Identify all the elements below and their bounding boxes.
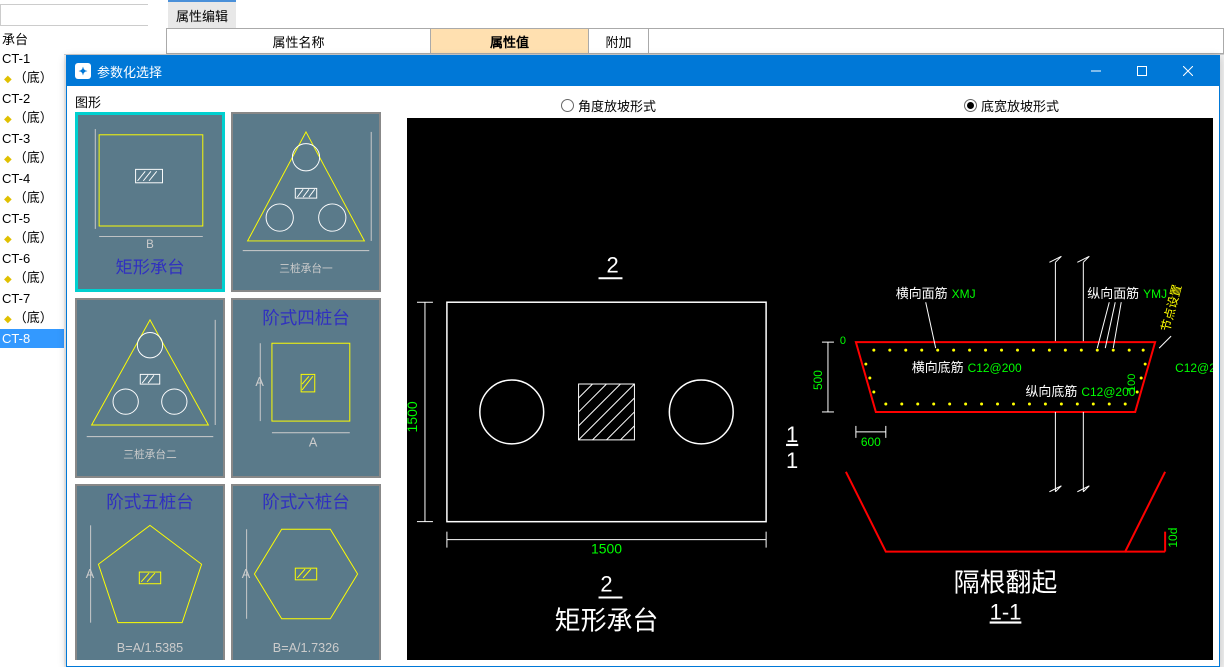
- preview-options: 角度放坡形式 底宽放坡形式: [407, 92, 1213, 118]
- svg-text:横向面筋: 横向面筋: [896, 286, 948, 301]
- svg-text:2: 2: [607, 252, 619, 277]
- svg-text:C12@200: C12@200: [968, 361, 1022, 375]
- svg-text:阶式四桩台: 阶式四桩台: [262, 308, 350, 328]
- svg-text:三桩承台二: 三桩承台二: [123, 448, 177, 461]
- tree-item[interactable]: （底）: [0, 308, 64, 329]
- tree-item[interactable]: CT-1: [0, 49, 64, 68]
- dialog-title: 参数化选择: [97, 62, 1073, 81]
- svg-text:A: A: [86, 567, 95, 581]
- svg-text:B=A/1.5385: B=A/1.5385: [117, 641, 183, 655]
- radio-label: 底宽放坡形式: [981, 96, 1059, 115]
- radio-bottom-width-slope[interactable]: 底宽放坡形式: [964, 96, 1059, 115]
- shape-thumbnail[interactable]: 阶式六桩台 A B=A/1.7326: [231, 484, 381, 660]
- app-icon: ✦: [75, 63, 91, 79]
- svg-text:隔根翻起: 隔根翻起: [954, 568, 1058, 597]
- tree-item[interactable]: （底）: [0, 108, 64, 129]
- svg-text:纵向面筋: 纵向面筋: [1087, 286, 1139, 301]
- radio-label: 角度放坡形式: [578, 96, 656, 115]
- tree-item[interactable]: CT-8: [0, 329, 64, 348]
- title-bar: ✦ 参数化选择: [67, 56, 1219, 86]
- shape-thumbnail[interactable]: 三桩承台一: [231, 112, 381, 292]
- svg-text:10d: 10d: [1166, 528, 1180, 548]
- svg-text:A: A: [255, 375, 264, 389]
- property-header: 属性名称 属性值 附加: [166, 28, 1224, 54]
- svg-text:500: 500: [811, 370, 825, 390]
- tree-item[interactable]: （底）: [0, 68, 64, 89]
- close-button[interactable]: [1165, 56, 1211, 86]
- svg-text:阶式五桩台: 阶式五桩台: [106, 492, 194, 512]
- svg-text:XMJ: XMJ: [952, 287, 976, 301]
- svg-text:1: 1: [786, 448, 798, 473]
- radio-angle-slope[interactable]: 角度放坡形式: [561, 96, 656, 115]
- svg-text:A: A: [309, 435, 318, 449]
- cad-preview: 2 1500 1500 1: [407, 118, 1213, 660]
- panel-label: 图形: [75, 92, 101, 111]
- svg-text:矩形承台: 矩形承台: [115, 257, 184, 277]
- thumbnails-panel: B矩形承台三桩承台一三桩承台二阶式四桩台AA阶式五桩台AB=A/1.5385阶式…: [75, 112, 401, 660]
- svg-text:600: 600: [861, 435, 881, 449]
- svg-text:B=A/1.7326: B=A/1.7326: [273, 641, 339, 655]
- tree-item[interactable]: CT-4: [0, 169, 64, 188]
- tree-item[interactable]: （底）: [0, 228, 64, 249]
- svg-text:横向底筋: 横向底筋: [912, 360, 964, 375]
- tree-item[interactable]: （底）: [0, 188, 64, 209]
- svg-text:1: 1: [786, 422, 798, 447]
- tree-item[interactable]: CT-5: [0, 209, 64, 228]
- tree-root[interactable]: 承台: [0, 30, 64, 49]
- shape-thumbnail[interactable]: 阶式五桩台 A B=A/1.5385: [75, 484, 225, 660]
- col-name: 属性名称: [167, 29, 431, 53]
- svg-text:三桩承台一: 三桩承台一: [279, 262, 333, 275]
- svg-text:1-1: 1-1: [990, 599, 1022, 624]
- shape-thumbnail[interactable]: 三桩承台二: [75, 298, 225, 478]
- svg-text:纵向底筋: 纵向底筋: [1025, 384, 1077, 399]
- svg-text:C12@200: C12@200: [1175, 361, 1213, 375]
- svg-text:2: 2: [600, 571, 612, 596]
- minimize-button[interactable]: [1073, 56, 1119, 86]
- shape-thumbnail[interactable]: 阶式四桩台 A A: [231, 298, 381, 478]
- svg-text:0: 0: [840, 335, 846, 347]
- svg-text:1500: 1500: [407, 401, 420, 432]
- tree-panel: 承台 CT-1（底）CT-2（底）CT-3（底）CT-4（底）CT-5（底）CT…: [0, 30, 64, 667]
- tree-item[interactable]: （底）: [0, 148, 64, 169]
- svg-text:B: B: [146, 239, 154, 251]
- svg-text:YMJ: YMJ: [1143, 287, 1167, 301]
- shape-thumbnail[interactable]: B 矩形承台: [75, 112, 225, 292]
- tree-item[interactable]: （底）: [0, 268, 64, 289]
- col-value: 属性值: [431, 29, 589, 53]
- tree-item[interactable]: CT-6: [0, 249, 64, 268]
- svg-text:A: A: [242, 567, 251, 581]
- svg-text:矩形承台: 矩形承台: [555, 606, 659, 635]
- maximize-button[interactable]: [1119, 56, 1165, 86]
- tree-item[interactable]: CT-7: [0, 289, 64, 308]
- search-box: [0, 4, 148, 26]
- svg-text:阶式六桩台: 阶式六桩台: [262, 492, 350, 512]
- tree-item[interactable]: CT-3: [0, 129, 64, 148]
- tree-item[interactable]: CT-2: [0, 89, 64, 108]
- param-dialog: ✦ 参数化选择 图形 B 矩形承台 三桩承台一三桩承台二 阶式四桩台 A A 阶式五桩台 A B…: [66, 55, 1220, 667]
- property-editor-tab[interactable]: 属性编辑: [168, 0, 236, 29]
- svg-text:1500: 1500: [591, 541, 622, 557]
- col-extra: 附加: [589, 29, 649, 53]
- search-input[interactable]: [1, 5, 186, 25]
- svg-text:C12@200: C12@200: [1081, 385, 1135, 399]
